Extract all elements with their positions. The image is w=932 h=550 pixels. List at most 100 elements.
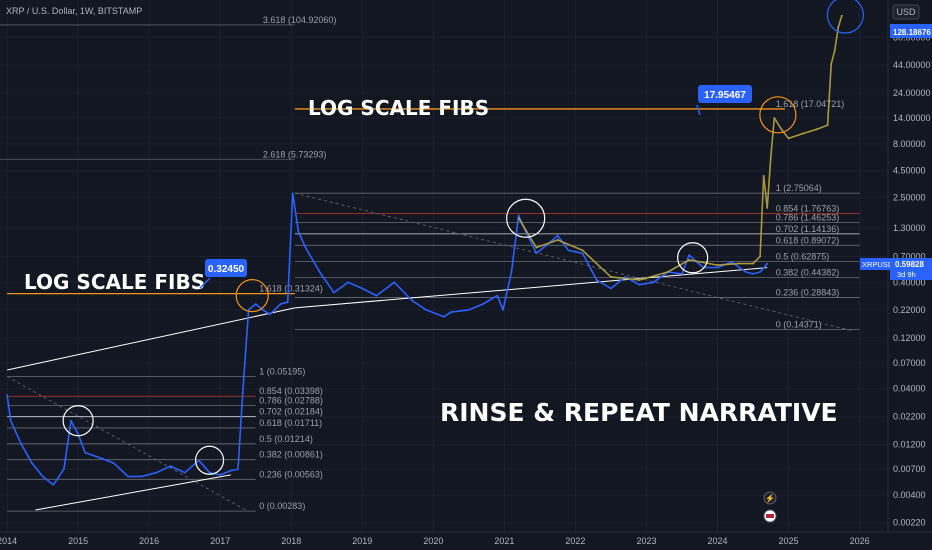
symbol-title: XRP / U.S. Dollar, 1W, BITSTAMP	[6, 6, 142, 16]
fib-level-label: 0.5 (0.62875)	[776, 251, 830, 261]
fib-levels: 3.618 (104.92060) 2.618 (5.73293) 1.618 (1…	[0, 15, 860, 512]
series-point	[112, 462, 115, 464]
series-point	[638, 283, 641, 286]
fib-level-label: 0.618 (0.89072)	[776, 235, 840, 245]
price-tick-label: 0.00400	[893, 490, 926, 500]
series-point	[375, 294, 378, 297]
series-point	[393, 281, 396, 284]
series-point	[467, 309, 470, 311]
series-point	[510, 271, 513, 273]
series-point	[237, 468, 239, 471]
fib-level-label: 0.854 (0.03398)	[259, 386, 323, 396]
series-point	[9, 419, 12, 422]
highlight-circle	[759, 96, 797, 134]
series-point	[126, 475, 129, 478]
time-tick-label: 2025	[779, 536, 799, 546]
target-callout-bottom[interactable]: 0.32450	[199, 259, 247, 289]
series-point	[837, 26, 840, 29]
series-point	[517, 217, 520, 220]
series-point	[840, 14, 843, 17]
series-point	[425, 309, 428, 311]
event-markers[interactable]: ⚡	[763, 491, 777, 523]
fib-level-label: 0.786 (1.46253)	[776, 212, 840, 222]
series-point	[496, 294, 499, 297]
time-axis-panel[interactable]	[0, 532, 932, 550]
log-fibs-label-top: LOG SCALE FIBS	[308, 96, 489, 120]
series-point	[567, 249, 570, 252]
target-bottom-value: 0.32450	[208, 264, 245, 275]
series-point	[535, 246, 538, 249]
series-point	[766, 207, 769, 209]
fib-level-label: 1 (2.75064)	[776, 183, 822, 193]
lightning-icon[interactable]	[763, 491, 777, 505]
fib-level-label: 2.618 (5.73293)	[263, 149, 327, 159]
fib-level-label: 0.854 (1.76763)	[776, 204, 840, 214]
price-tick-label: 0.00220	[893, 518, 926, 528]
time-tick-label: 2018	[281, 536, 301, 546]
highlight-circle	[194, 445, 225, 475]
series-point	[6, 393, 9, 396]
target-top-value: 17.95467	[704, 90, 746, 101]
symbol-badge: XRPUSD	[862, 260, 894, 269]
time-tick-label: 2020	[423, 536, 443, 546]
price-tick-label: 0.01200	[893, 439, 926, 449]
series-point	[70, 419, 72, 422]
grid-layer	[0, 0, 888, 532]
series-point	[556, 239, 559, 241]
series-point	[141, 475, 143, 478]
trend-line	[294, 267, 768, 309]
time-axis-ticks: 2014 2015 2016 2017 2018 2019 2020 2021 2022 2023…	[0, 536, 870, 546]
series-point	[581, 249, 584, 252]
series-point	[229, 469, 232, 472]
series-point	[581, 252, 584, 255]
series-point	[155, 471, 158, 474]
series-point	[242, 387, 244, 390]
time-tick-label: 2015	[68, 536, 88, 546]
series-point	[730, 261, 733, 263]
series-point	[84, 451, 87, 454]
series-point	[269, 313, 271, 316]
series-point	[688, 258, 690, 261]
series-point	[780, 128, 783, 131]
time-tick-label: 2023	[636, 536, 656, 546]
series-point	[624, 275, 627, 278]
target-callout-top[interactable]: 17.95467	[696, 85, 752, 116]
fib-level-label: 0.702 (0.02184)	[259, 407, 323, 417]
series-point	[752, 262, 754, 265]
current-price: 0.59828	[895, 260, 924, 269]
trend-line	[6, 307, 295, 371]
series-point	[98, 456, 101, 459]
series-point	[517, 214, 520, 217]
series-point	[411, 299, 413, 302]
series-point	[304, 246, 307, 249]
series-point	[833, 49, 836, 52]
series-point	[737, 262, 740, 265]
series-point	[361, 287, 364, 290]
series-layer	[6, 14, 843, 486]
series-point	[31, 462, 33, 464]
series-point	[198, 459, 200, 462]
price-tick-label: 0.70000	[893, 251, 926, 261]
series-point	[666, 271, 669, 273]
last-price-tag: 128.18676	[890, 24, 932, 38]
series-point	[716, 266, 719, 269]
series-point	[247, 309, 250, 311]
fib-level-label: 1.618 (0.31324)	[259, 284, 323, 294]
highlight-circle	[677, 242, 709, 274]
series-point	[766, 262, 769, 265]
series-point	[318, 271, 321, 273]
currency-button[interactable]	[892, 4, 920, 20]
series-point	[556, 234, 559, 237]
fib-level-label: 0 (0.14371)	[776, 320, 822, 330]
fib-level-label: 0.786 (0.02788)	[259, 395, 323, 405]
series-point	[595, 279, 598, 281]
fib-level-label: 0.382 (0.44382)	[776, 267, 840, 277]
series-point	[297, 230, 300, 233]
trend-line	[35, 474, 231, 511]
series-point	[52, 483, 55, 486]
series-point	[830, 63, 833, 65]
series-point	[332, 291, 335, 294]
highlight-circles	[62, 0, 864, 475]
series-point	[787, 137, 790, 140]
